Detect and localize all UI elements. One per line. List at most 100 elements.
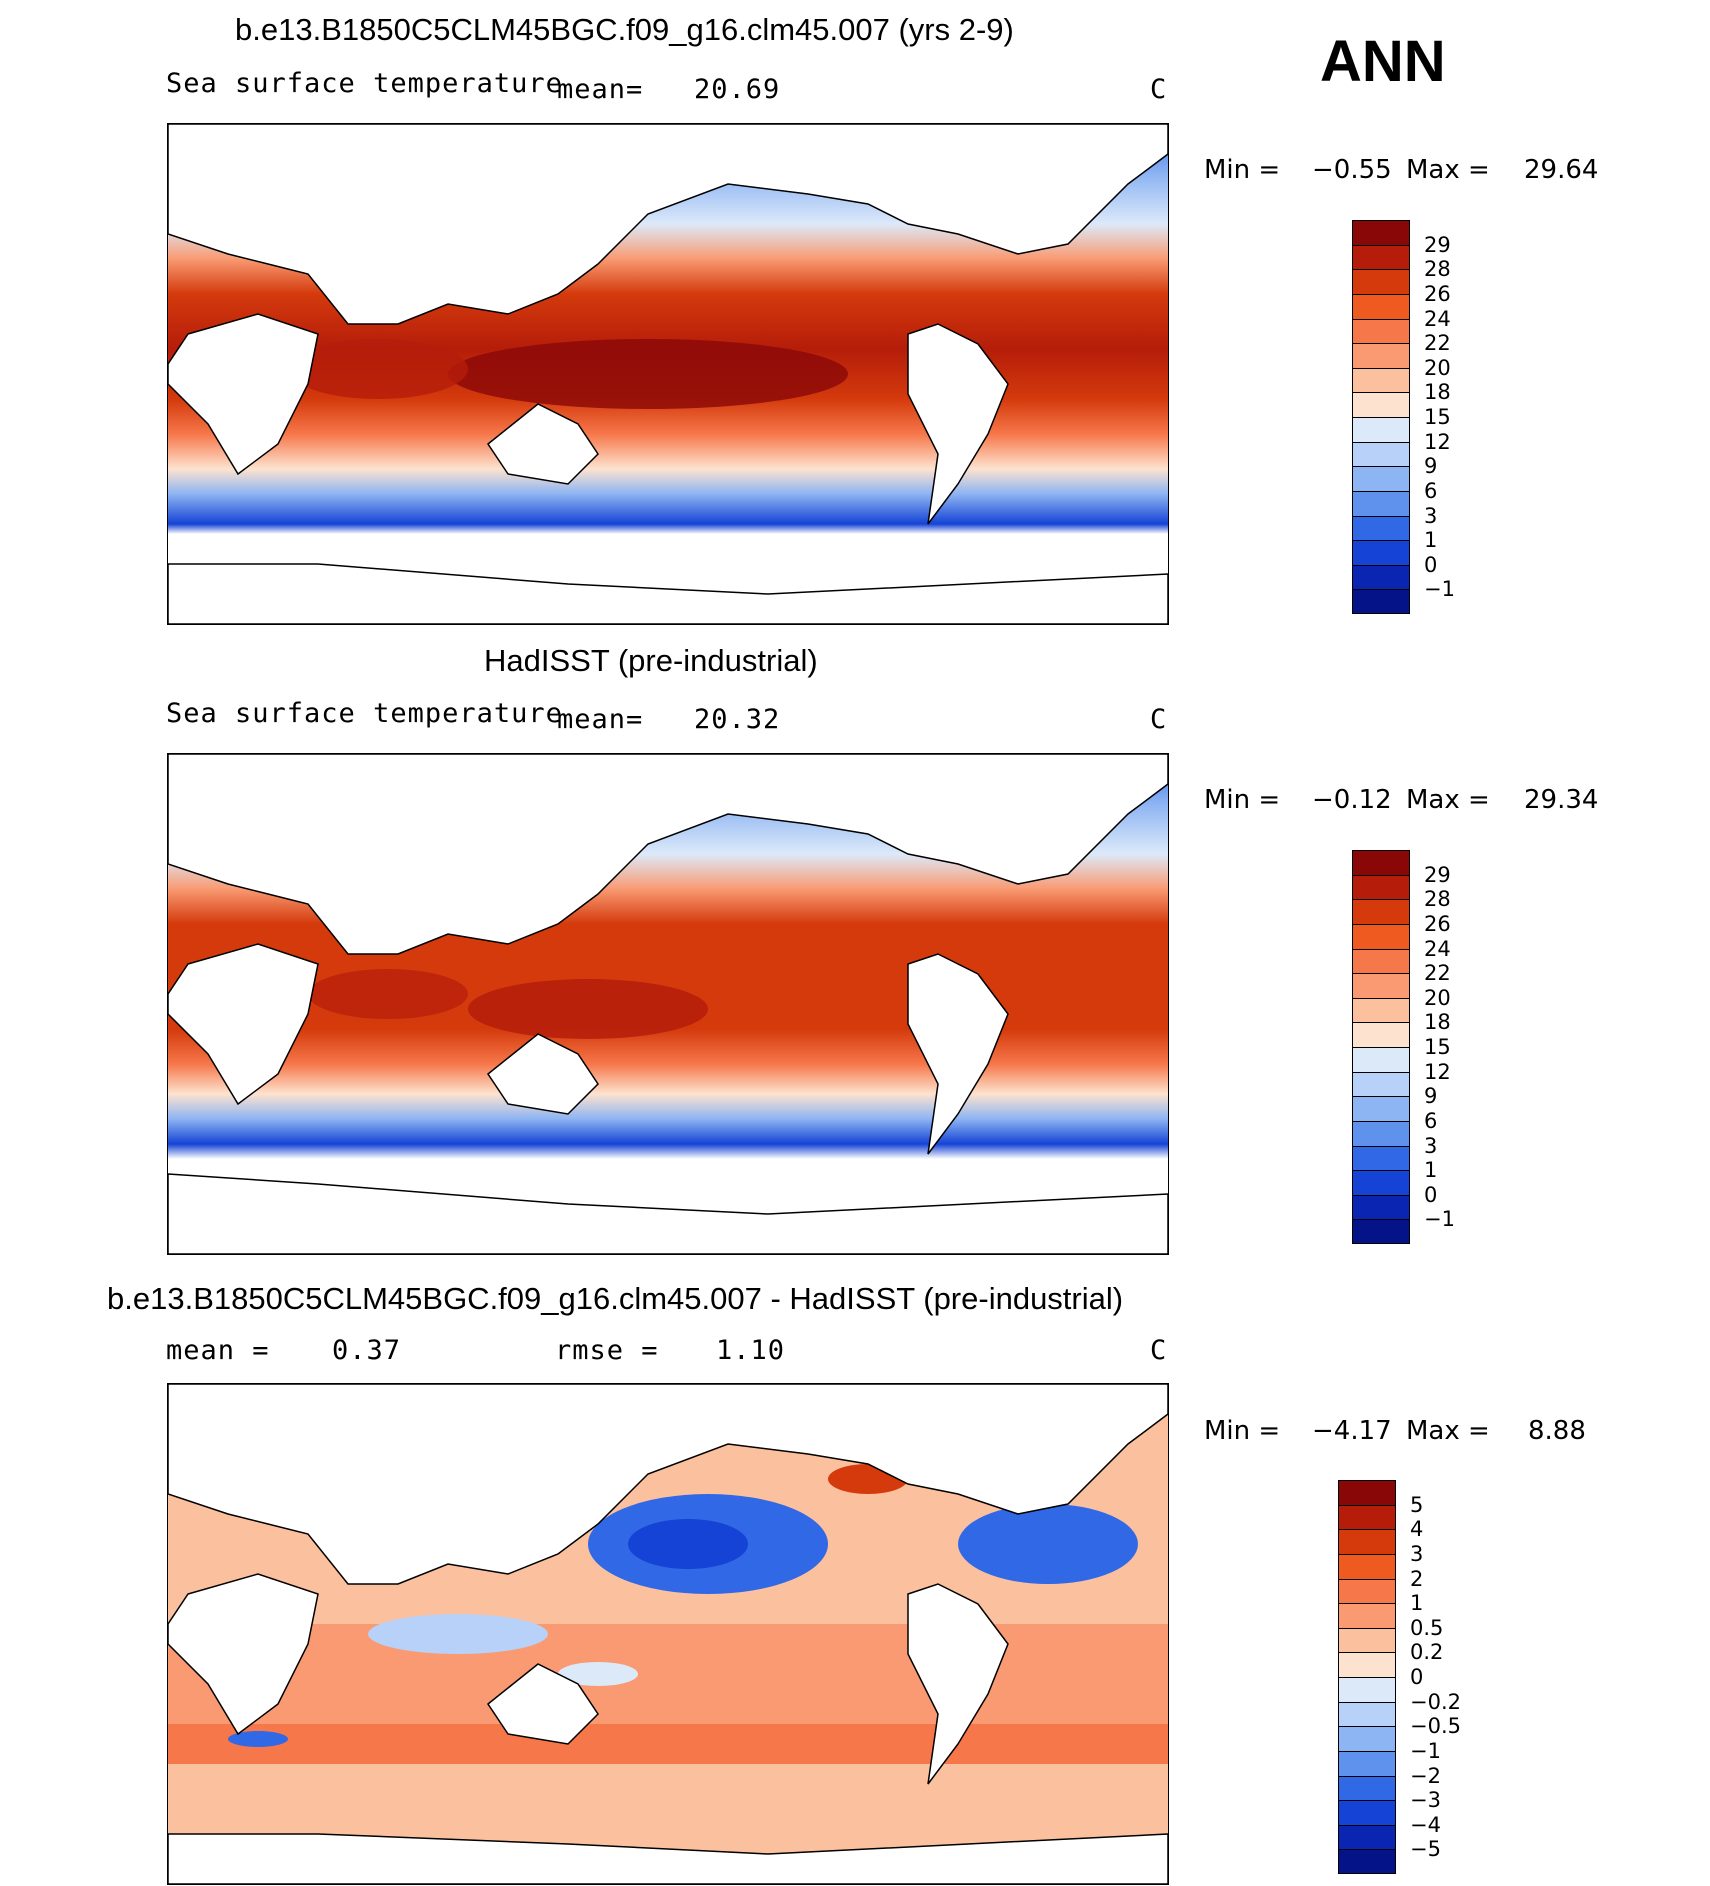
- colorbar-swatch: [1352, 490, 1410, 516]
- colorbar-tick-label: −0.5: [1410, 1714, 1461, 1739]
- panel-model-min-value: −0.55: [1312, 155, 1392, 185]
- panel-diff-min-label: Min =: [1204, 1416, 1281, 1446]
- colorbar-tick-label: 24: [1424, 306, 1451, 331]
- colorbar-tick-label: 15: [1424, 1035, 1451, 1059]
- panel-model-mean-value: 20.69: [694, 74, 781, 105]
- colorbar-swatch: [1352, 269, 1410, 294]
- colorbar-swatch: [1338, 1603, 1396, 1628]
- colorbar-swatch: [1338, 1750, 1396, 1776]
- panel-diff-title: b.e13.B1850C5CLM45BGC.f09_g16.clm45.007 …: [107, 1281, 1124, 1316]
- panel-diff-max-label: Max =: [1406, 1416, 1490, 1446]
- season-label: ANN: [1320, 29, 1446, 94]
- colorbar-tick-label: 3: [1424, 503, 1438, 528]
- colorbar-tick-label: 12: [1424, 429, 1451, 454]
- panel-diff-min-value: −4.17: [1312, 1416, 1392, 1446]
- colorbar-tick-label: 0: [1424, 1182, 1438, 1207]
- land-mask: [168, 754, 1168, 1254]
- colorbar-tick-label: 9: [1424, 454, 1438, 479]
- panel-model-colorbar: 29 28 26 24 22 20 18 15 12 9 6 3 1 0 −1: [1352, 220, 1455, 614]
- panel-obs-max-label: Max =: [1406, 785, 1490, 815]
- colorbar-tick-label: 1: [1410, 1591, 1424, 1616]
- colorbar-swatch: [1338, 1800, 1396, 1825]
- colorbar-tick-label: −1: [1424, 1207, 1455, 1232]
- colorbar-tick-label: −5: [1410, 1837, 1441, 1862]
- colorbar-swatch: [1338, 1849, 1396, 1874]
- colorbar-tick-label: −2: [1410, 1763, 1441, 1788]
- colorbar-swatch: [1352, 1071, 1410, 1097]
- colorbar-swatch: [1352, 874, 1410, 900]
- panel-obs-units: C: [1150, 704, 1168, 735]
- colorbar-swatch: [1338, 1652, 1396, 1677]
- sst-diff-field: [168, 1384, 1168, 1884]
- colorbar-swatch: [1352, 923, 1410, 949]
- panel-diff-max-value: 8.88: [1528, 1416, 1586, 1446]
- panel-model-min-label: Min =: [1204, 155, 1281, 185]
- colorbar-swatch: [1338, 1553, 1396, 1579]
- colorbar-tick-label: 6: [1424, 1108, 1438, 1133]
- colorbar-tick-label: 4: [1410, 1517, 1424, 1542]
- colorbar-tick-label: −0.2: [1410, 1689, 1461, 1714]
- colorbar-tick-label: 20: [1424, 985, 1451, 1010]
- panel-diff-colorbar: 5 4 3 2 1 0.5 0.2 0 −0.2 −0.5 −1 −2 −3 −4 −5: [1338, 1480, 1461, 1874]
- colorbar-tick-label: 0: [1424, 552, 1438, 577]
- colorbar-tick-label: 22: [1424, 331, 1451, 356]
- panel-obs-title: HadISST (pre-industrial): [484, 643, 818, 678]
- colorbar-swatch: [1338, 1824, 1396, 1850]
- colorbar-tick-label: 26: [1424, 911, 1451, 936]
- panel-diff-rmse-value: 1.10: [716, 1335, 786, 1366]
- colorbar-swatch: [1352, 540, 1410, 565]
- panel-model-variable: Sea surface temperature: [166, 68, 563, 99]
- colorbar-swatch: [1352, 220, 1410, 245]
- panel-diff-map: [167, 1383, 1169, 1885]
- colorbar-tick-label: 2: [1410, 1566, 1424, 1591]
- colorbar-swatch: [1352, 1194, 1410, 1220]
- panel-obs-max-value: 29.34: [1524, 785, 1599, 815]
- panel-model-title: b.e13.B1850C5CLM45BGC.f09_g16.clm45.007 …: [235, 12, 1014, 47]
- colorbar-tick-label: 29: [1424, 232, 1451, 257]
- panel-model-map: [167, 123, 1169, 625]
- colorbar-tick-label: 26: [1424, 281, 1451, 306]
- colorbar-swatch: [1352, 1022, 1410, 1047]
- colorbar-tick-label: 0.5: [1410, 1615, 1444, 1640]
- panel-diff-units: C: [1150, 1335, 1168, 1366]
- colorbar-swatch: [1338, 1627, 1396, 1653]
- panel-obs-map: [167, 753, 1169, 1255]
- colorbar-tick-label: 0: [1410, 1665, 1424, 1689]
- colorbar-tick-label: 18: [1424, 380, 1451, 405]
- colorbar-swatch: [1352, 441, 1410, 467]
- sst-obs-field: [168, 754, 1168, 1254]
- colorbar-swatch: [1352, 1047, 1410, 1072]
- colorbar-tick-label: −1: [1410, 1738, 1441, 1763]
- panel-obs-variable: Sea surface temperature: [166, 698, 563, 729]
- panel-model-max-label: Max =: [1406, 155, 1490, 185]
- colorbar-swatch: [1352, 466, 1410, 491]
- colorbar-swatch: [1352, 293, 1410, 319]
- colorbar-swatch: [1338, 1504, 1396, 1530]
- colorbar-tick-label: 3: [1410, 1541, 1424, 1566]
- colorbar-tick-label: 28: [1424, 887, 1451, 912]
- colorbar-swatch: [1338, 1480, 1396, 1505]
- colorbar-tick-label: −1: [1424, 577, 1455, 602]
- panel-diff-mean-label: mean =: [166, 1335, 270, 1366]
- colorbar-tick-label: 0.2: [1410, 1640, 1444, 1665]
- colorbar-tick-label: 1: [1424, 528, 1438, 553]
- colorbar-tick-label: −4: [1410, 1812, 1441, 1837]
- panel-model-mean-label: mean=: [557, 74, 644, 105]
- colorbar-swatch: [1338, 1775, 1396, 1801]
- colorbar-swatch: [1352, 318, 1410, 344]
- colorbar-swatch: [1352, 392, 1410, 417]
- sst-model-field: [168, 124, 1168, 624]
- colorbar-swatch: [1352, 515, 1410, 541]
- colorbar-swatch: [1352, 997, 1410, 1023]
- colorbar-tick-label: 5: [1410, 1492, 1424, 1517]
- panel-obs-mean-label: mean=: [557, 704, 644, 735]
- colorbar-tick-label: 20: [1424, 355, 1451, 380]
- colorbar-swatch: [1338, 1701, 1396, 1727]
- colorbar-tick-label: 18: [1424, 1010, 1451, 1035]
- land-mask: [168, 124, 1168, 624]
- colorbar-tick-label: 22: [1424, 961, 1451, 986]
- colorbar-tick-label: −3: [1410, 1788, 1441, 1813]
- colorbar-swatch: [1352, 244, 1410, 270]
- colorbar-tick-label: 15: [1424, 405, 1451, 429]
- colorbar-swatch: [1338, 1529, 1396, 1554]
